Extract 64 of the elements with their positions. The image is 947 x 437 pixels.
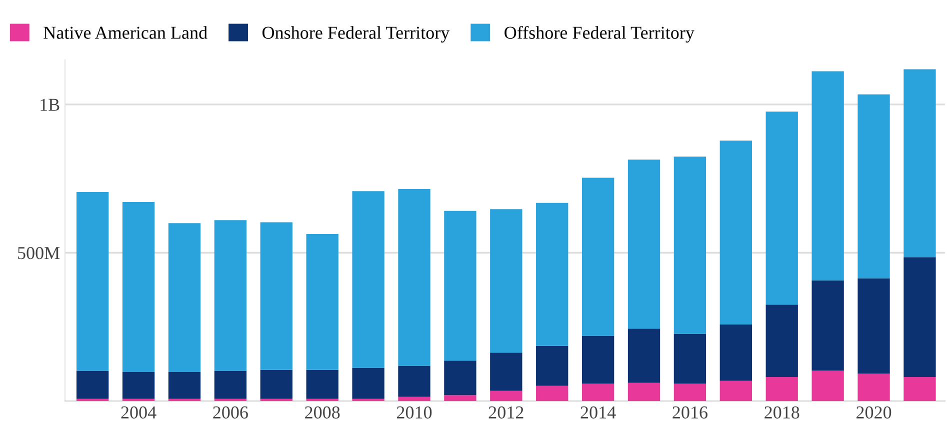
bar bbox=[812, 280, 844, 371]
x-tick-label: 2012 bbox=[488, 406, 524, 419]
x-tick-label: 2014 bbox=[580, 406, 616, 419]
bar bbox=[398, 396, 430, 401]
bar bbox=[766, 112, 798, 305]
bar bbox=[214, 370, 247, 399]
bar bbox=[858, 94, 890, 278]
bar bbox=[904, 257, 936, 377]
bar bbox=[628, 328, 660, 383]
x-tick-label: 2008 bbox=[305, 406, 340, 419]
bar bbox=[490, 390, 522, 401]
bar bbox=[720, 324, 752, 381]
bar bbox=[444, 395, 476, 401]
bar bbox=[214, 220, 247, 371]
x-tick-label: 2018 bbox=[764, 406, 800, 419]
bar bbox=[904, 69, 936, 258]
bar bbox=[674, 156, 706, 334]
bar bbox=[674, 334, 706, 384]
bar bbox=[122, 202, 155, 372]
y-tick-label: 1B bbox=[40, 98, 60, 111]
bar bbox=[628, 160, 660, 329]
bar bbox=[76, 192, 109, 371]
bar bbox=[398, 188, 430, 366]
bar bbox=[490, 209, 522, 353]
bar bbox=[766, 376, 798, 401]
legend-label: Onshore Federal Territory bbox=[262, 26, 450, 43]
bar bbox=[306, 370, 338, 399]
x-tick-label: 2016 bbox=[672, 406, 708, 419]
bar bbox=[536, 386, 568, 401]
bar bbox=[122, 372, 155, 399]
bar bbox=[674, 384, 706, 401]
bar bbox=[536, 202, 568, 346]
bar bbox=[766, 304, 798, 377]
x-tick-label: 2006 bbox=[213, 406, 248, 419]
bar bbox=[582, 178, 614, 336]
bar bbox=[536, 346, 568, 386]
bar bbox=[260, 222, 292, 370]
bar bbox=[812, 71, 844, 280]
bar bbox=[628, 382, 660, 401]
bar bbox=[352, 191, 384, 368]
bar bbox=[858, 374, 890, 401]
bar bbox=[720, 140, 752, 324]
bar bbox=[76, 370, 109, 399]
bar bbox=[444, 210, 476, 361]
bar bbox=[260, 370, 292, 399]
bar bbox=[582, 336, 614, 384]
bar bbox=[904, 376, 936, 401]
bar bbox=[490, 352, 522, 391]
legend-label: Native American Land bbox=[44, 26, 208, 39]
bar bbox=[858, 278, 890, 374]
bar bbox=[306, 234, 338, 370]
bar bbox=[812, 370, 844, 401]
bar bbox=[168, 223, 201, 372]
legend-label: Offshore Federal Territory bbox=[504, 26, 694, 43]
y-tick-label: 500M bbox=[18, 246, 60, 260]
bar bbox=[720, 380, 752, 401]
bar bbox=[398, 366, 430, 397]
x-tick-label: 2004 bbox=[121, 406, 156, 419]
bar bbox=[168, 372, 201, 399]
x-tick-label: 2010 bbox=[396, 406, 432, 419]
bar bbox=[582, 384, 614, 401]
bar bbox=[352, 368, 384, 399]
bar bbox=[444, 360, 476, 396]
x-tick-label: 2020 bbox=[856, 406, 892, 419]
